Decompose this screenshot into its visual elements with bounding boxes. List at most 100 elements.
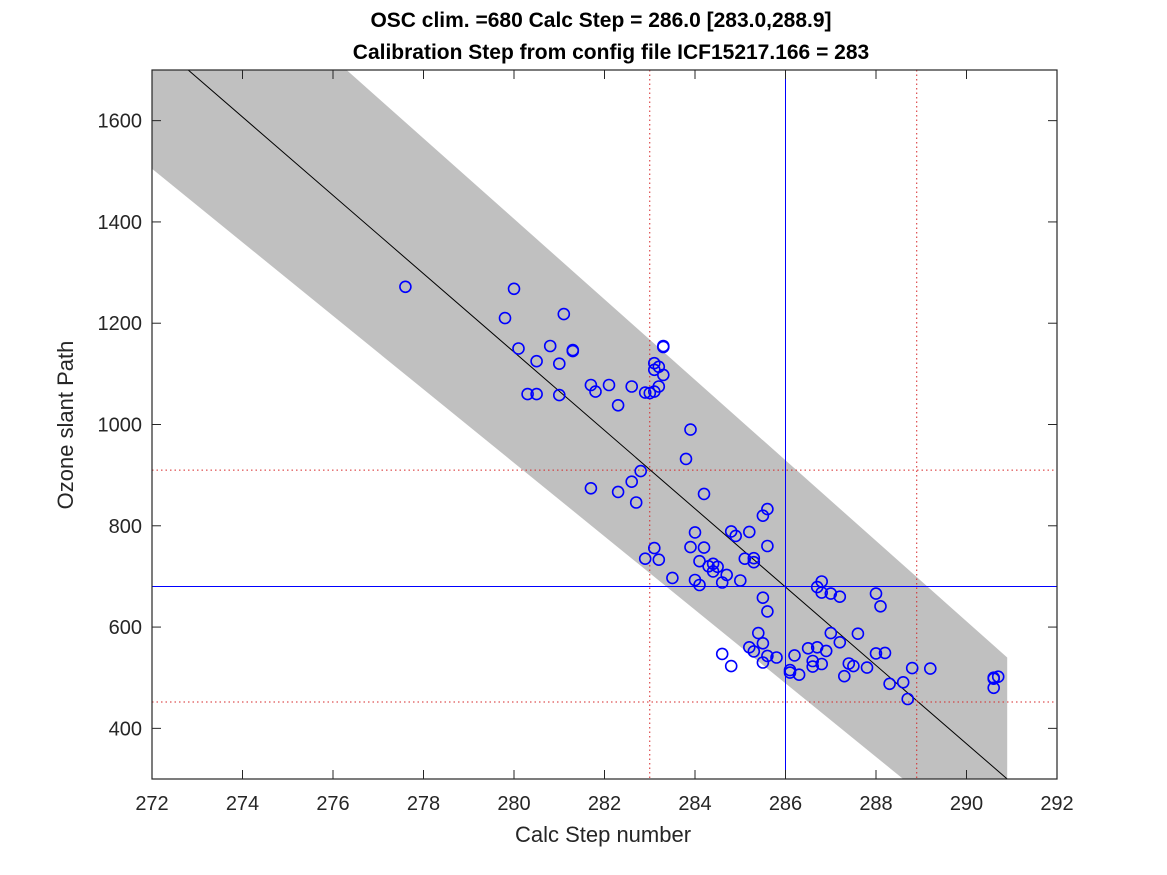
data-point [543, 339, 557, 353]
data-point [756, 509, 770, 523]
data-point [806, 654, 820, 668]
data-point [991, 670, 1005, 684]
x-tick-label: 284 [678, 793, 711, 815]
data-point [684, 540, 697, 554]
x-tick-label: 288 [859, 793, 892, 815]
data-point [923, 662, 937, 675]
data-point [806, 660, 820, 673]
data-point [742, 640, 756, 654]
data-point [652, 553, 666, 567]
data-point [552, 388, 566, 402]
data-point [833, 590, 847, 604]
data-point [833, 635, 847, 649]
data-point [733, 574, 747, 587]
data-point [638, 386, 652, 399]
data-point [656, 340, 670, 354]
data-point [747, 645, 761, 658]
data-point [697, 541, 711, 554]
data-point [883, 677, 896, 691]
data-point [869, 647, 883, 660]
data-point [611, 485, 625, 499]
data-point [625, 380, 639, 393]
y-tick-label: 800 [109, 516, 142, 538]
data-point [742, 525, 756, 539]
data-point [611, 398, 625, 412]
data-point [399, 280, 412, 294]
data-point [638, 552, 652, 566]
data-point [715, 647, 729, 661]
data-point [566, 343, 580, 357]
data-point [557, 307, 571, 321]
data-point [656, 368, 670, 382]
data-point [552, 357, 566, 371]
data-point [847, 659, 860, 673]
confidence-band [152, 70, 1008, 779]
fit-line [187, 70, 1008, 779]
data-point [634, 464, 648, 478]
chart-title-line1: OSC clim. =680 Calc Step = 286.0 [283.0,… [370, 9, 831, 32]
data-point [815, 586, 829, 599]
data-point [761, 539, 774, 553]
plot-area: 272 274 276 278 280 282 284 286 288 290 292 400 600 8… [98, 69, 1074, 815]
x-tick-label: 278 [407, 793, 440, 815]
y-tick-label: 1600 [98, 111, 143, 133]
data-point [711, 560, 724, 574]
data-point [747, 555, 761, 569]
data-point [530, 387, 543, 401]
data-point [874, 599, 887, 613]
y-tick-label: 400 [109, 718, 142, 740]
x-tick-label: 282 [588, 793, 621, 815]
data-point [530, 354, 543, 368]
data-point [507, 282, 521, 296]
data-point [693, 578, 706, 592]
data-point [824, 587, 838, 600]
y-tick-label: 1000 [98, 415, 143, 437]
data-point [756, 656, 770, 669]
plot-contents [152, 70, 1057, 779]
data-point [824, 626, 838, 640]
data-point [652, 380, 666, 393]
data-point [869, 587, 883, 600]
data-point [589, 385, 602, 398]
y-axis-label: Ozone slant Path [53, 341, 78, 510]
data-point [584, 481, 598, 495]
data-point [666, 571, 679, 585]
data-point [905, 661, 919, 675]
x-tick-label: 292 [1040, 793, 1073, 815]
data-point [756, 636, 770, 650]
data-point [761, 605, 774, 618]
data-point [602, 378, 616, 392]
data-point [720, 568, 734, 582]
data-point [761, 502, 774, 516]
data-point [815, 657, 829, 671]
data-point [788, 649, 801, 662]
data-point [896, 675, 910, 689]
x-tick-label: 280 [497, 793, 530, 815]
data-point [512, 342, 525, 355]
data-point [521, 387, 534, 401]
data-point [679, 452, 693, 466]
data-point [747, 551, 761, 565]
data-point [792, 668, 806, 682]
data-point [801, 641, 815, 655]
y-tick-label: 1200 [98, 313, 143, 335]
data-point [878, 646, 892, 660]
data-point [625, 475, 639, 489]
data-point [770, 651, 783, 664]
data-point [724, 525, 738, 538]
data-point [629, 496, 643, 509]
data-point [684, 423, 697, 436]
data-point [987, 681, 1001, 695]
data-point [647, 541, 661, 555]
data-point [860, 661, 874, 674]
x-tick-label: 286 [769, 793, 802, 815]
data-point [498, 311, 512, 325]
data-point [706, 565, 720, 578]
data-point [729, 529, 743, 543]
data-point [761, 649, 774, 663]
data-point [851, 627, 865, 641]
data-point [697, 487, 711, 501]
data-point [837, 669, 851, 683]
y-tick-label: 600 [109, 617, 142, 639]
